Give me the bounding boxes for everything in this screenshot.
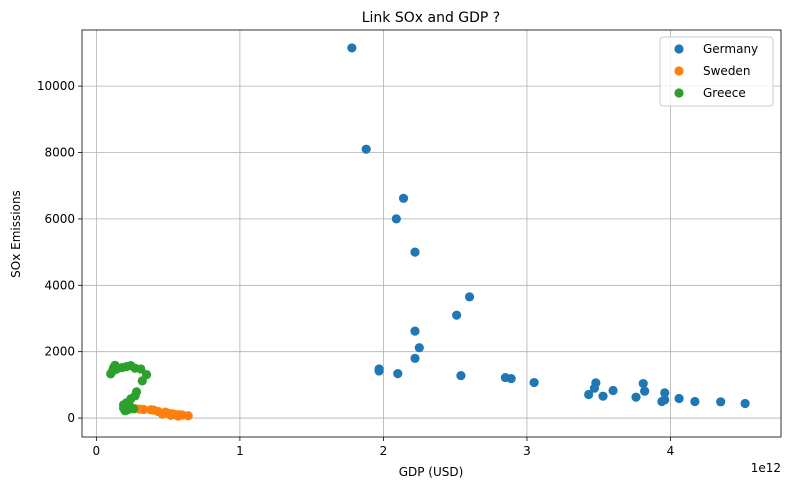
y-tick-label: 10000	[37, 79, 75, 93]
point-germany	[690, 396, 700, 407]
point-greece	[136, 364, 146, 374]
point-sweden	[173, 411, 183, 421]
point-greece	[119, 400, 129, 410]
point-germany	[506, 373, 516, 384]
y-tick-label: 8000	[44, 145, 75, 159]
point-sweden	[166, 410, 176, 421]
legend-label-sweden: Sweden	[703, 64, 750, 78]
legend-marker-germany	[674, 44, 684, 54]
point-germany	[631, 392, 641, 402]
point-germany	[589, 383, 600, 393]
point-germany	[398, 193, 409, 203]
x-axis-offset-label: 1e12	[751, 461, 781, 475]
x-tick-label: 2	[380, 444, 388, 458]
legend-label-germany: Germany	[703, 42, 758, 56]
point-germany	[740, 398, 750, 409]
point-sweden	[183, 411, 193, 421]
point-germany	[657, 396, 667, 407]
x-tick-label: 3	[523, 444, 531, 458]
point-germany	[410, 326, 420, 336]
legend-marker-greece	[674, 88, 684, 98]
point-germany	[716, 397, 726, 407]
point-germany	[638, 378, 648, 389]
point-germany	[464, 292, 475, 302]
point-greece	[137, 376, 147, 386]
point-germany	[347, 43, 357, 53]
x-tick-label: 4	[667, 444, 675, 458]
x-axis-label: GDP (USD)	[399, 465, 464, 479]
point-germany	[452, 310, 462, 320]
y-tick-label: 6000	[44, 212, 75, 226]
point-germany	[456, 370, 466, 381]
point-sweden	[157, 409, 167, 419]
y-tick-label: 4000	[44, 278, 75, 292]
x-tick-label: 1	[236, 444, 244, 458]
point-germany	[410, 247, 420, 257]
point-germany	[598, 391, 608, 401]
point-germany	[529, 377, 539, 388]
point-germany	[640, 386, 650, 396]
points-layer	[106, 43, 750, 421]
grid-layer	[82, 30, 781, 437]
point-germany	[660, 388, 670, 398]
point-germany	[393, 368, 403, 379]
point-germany	[391, 214, 401, 224]
y-axis-label: SOx Emissions	[9, 190, 23, 278]
legend: Germany Sweden Greece	[659, 36, 774, 107]
point-sweden	[139, 404, 149, 415]
point-germany	[410, 353, 420, 363]
point-germany	[414, 343, 424, 353]
y-tick-label: 2000	[44, 345, 75, 359]
point-germany	[674, 393, 684, 404]
point-germany	[374, 366, 384, 376]
x-tick-label: 0	[93, 444, 101, 458]
legend-box	[659, 36, 774, 107]
y-tick-label: 0	[67, 411, 75, 425]
ticks-layer: 0 1 2 3 4 0 2000 4000 6000 8000 10000	[37, 79, 674, 458]
point-germany	[361, 144, 371, 154]
point-germany	[584, 389, 594, 400]
legend-marker-sweden	[674, 66, 684, 76]
point-germany	[608, 385, 618, 396]
chart-title: Link SOx and GDP ?	[362, 10, 501, 26]
legend-label-greece: Greece	[703, 86, 746, 100]
plot-frame	[81, 29, 782, 438]
